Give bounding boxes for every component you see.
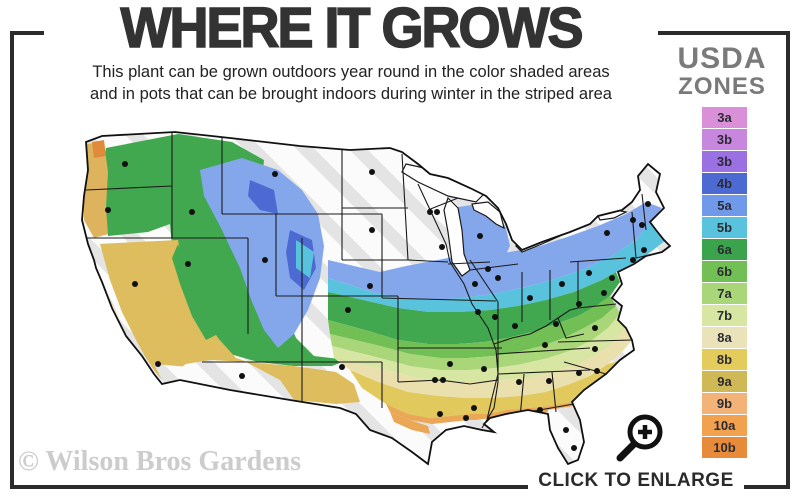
zone-shading-layers xyxy=(82,132,670,464)
usda-zone-map[interactable] xyxy=(50,112,680,472)
click-to-enlarge[interactable]: CLICK TO ENLARGE xyxy=(528,468,744,498)
legend-zone-swatch-9: 7b xyxy=(702,305,747,327)
legend-zone-swatch-4: 5a xyxy=(702,195,747,217)
state-borders xyxy=(82,132,663,429)
legend-title-usda: USDA xyxy=(677,42,767,75)
page-title: WHERE IT GROWS xyxy=(120,0,584,60)
legend-zone-swatch-11: 8b xyxy=(702,349,747,371)
usda-zones-legend: USDA ZONES 3a 3b 3b 4b 5a 5b 6a 6b 7a 7b 8a 8b 9a 9b 1… xyxy=(664,44,780,459)
legend-zone-swatch-13: 9b xyxy=(702,393,747,415)
watermark: © Wilson Bros Gardens xyxy=(18,446,302,477)
us-map-svg xyxy=(81,131,672,466)
us-outline xyxy=(81,131,672,466)
legend-zone-swatch-12: 9a xyxy=(702,371,747,393)
legend-swatch-column: 3a 3b 3b 4b 5a 5b 6a 6b 7a 7b 8a 8b 9a 9b 10a 10b xyxy=(702,107,747,459)
legend-zone-swatch-1: 3b xyxy=(702,129,747,151)
legend-zone-swatch-7: 6b xyxy=(702,261,747,283)
city-dots xyxy=(105,161,651,451)
legend-title-zones: ZONES xyxy=(678,73,766,100)
legend-zone-swatch-2: 3b xyxy=(702,151,747,173)
subtitle: This plant can be grown outdoors year ro… xyxy=(44,62,658,106)
legend-zone-swatch-3: 4b xyxy=(702,173,747,195)
legend-zone-swatch-14: 10a xyxy=(702,415,747,437)
header: WHERE IT GROWS This plant can be grown o… xyxy=(44,0,658,110)
legend-zone-swatch-10: 8a xyxy=(702,327,747,349)
subtitle-line-2: and in pots that can be brought indoors … xyxy=(90,84,612,103)
click-to-enlarge-label[interactable]: CLICK TO ENLARGE xyxy=(538,470,734,491)
magnifier-plus-icon[interactable] xyxy=(608,408,668,468)
legend-zone-swatch-6: 6a xyxy=(702,239,747,261)
legend-zone-swatch-8: 7a xyxy=(702,283,747,305)
legend-zone-swatch-0: 3a xyxy=(702,107,747,129)
legend-zone-swatch-15: 10b xyxy=(702,437,747,459)
subtitle-line-1: This plant can be grown outdoors year ro… xyxy=(92,63,610,81)
legend-zone-swatch-5: 5b xyxy=(702,217,747,239)
